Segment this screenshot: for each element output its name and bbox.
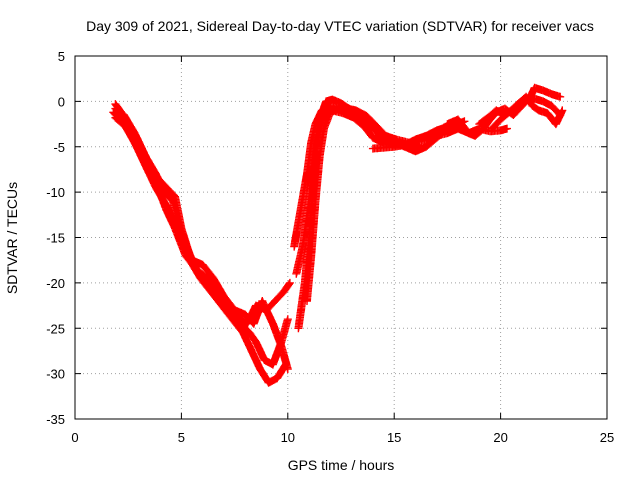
data-markers [109, 83, 567, 387]
y-tick-label: -10 [46, 185, 65, 200]
x-tick-label: 10 [281, 430, 295, 445]
y-tick-label: 0 [58, 94, 65, 109]
y-tick-label: -35 [46, 412, 65, 427]
x-tick-label: 5 [178, 430, 185, 445]
y-axis-label: SDTVAR / TECUs [4, 182, 20, 294]
y-tick-label: 5 [58, 49, 65, 64]
y-tick-label: -25 [46, 321, 65, 336]
y-tick-label: -5 [53, 140, 65, 155]
data-series-track [111, 104, 292, 374]
data-series-track [488, 92, 567, 133]
y-tick-label: -20 [46, 276, 65, 291]
x-tick-label: 15 [387, 430, 401, 445]
chart-title: Day 309 of 2021, Sidereal Day-to-day VTE… [86, 18, 594, 34]
x-tick-labels: 0 5 10 15 20 25 [71, 430, 614, 445]
x-tick-label: 25 [600, 430, 614, 445]
y-tick-labels: -35 -30 -25 -20 -15 -10 -5 0 5 [46, 49, 65, 427]
data-series-track [303, 104, 422, 305]
x-axis-label: GPS time / hours [288, 457, 395, 473]
x-tick-label: 0 [71, 430, 78, 445]
x-tick-label: 20 [493, 430, 507, 445]
y-tick-label: -30 [46, 367, 65, 382]
y-tick-label: -15 [46, 231, 65, 246]
axis-ticks [74, 55, 608, 420]
